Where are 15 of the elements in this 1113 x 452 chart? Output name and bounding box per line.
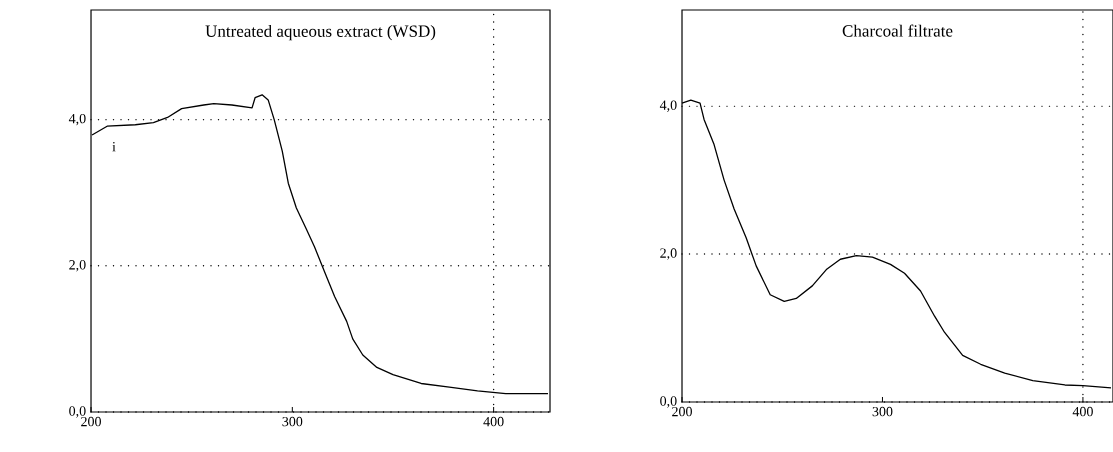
- y-tick-label: 2,0: [69, 260, 86, 272]
- text: Charcoal filtrate: [842, 24, 953, 37]
- y-tick-label: 2,0: [660, 248, 677, 260]
- x-tick-label: 400: [483, 416, 504, 427]
- text: Untreated aqueous extract (WSD): [205, 24, 436, 41]
- x-tick-label: 300: [282, 416, 303, 427]
- y-tick-label: 0,0: [69, 406, 86, 418]
- x-tick-label: 300: [872, 406, 893, 417]
- x-tick-label: 200: [81, 416, 101, 427]
- y-tick-label: 4,0: [659, 100, 677, 112]
- y-tick-label: 4,0: [68, 113, 86, 126]
- y-tick-label: 0,0: [660, 396, 677, 408]
- annotation: i: [112, 142, 116, 152]
- x-tick-label: 400: [1072, 406, 1093, 417]
- x-tick-label: 200: [672, 406, 692, 417]
